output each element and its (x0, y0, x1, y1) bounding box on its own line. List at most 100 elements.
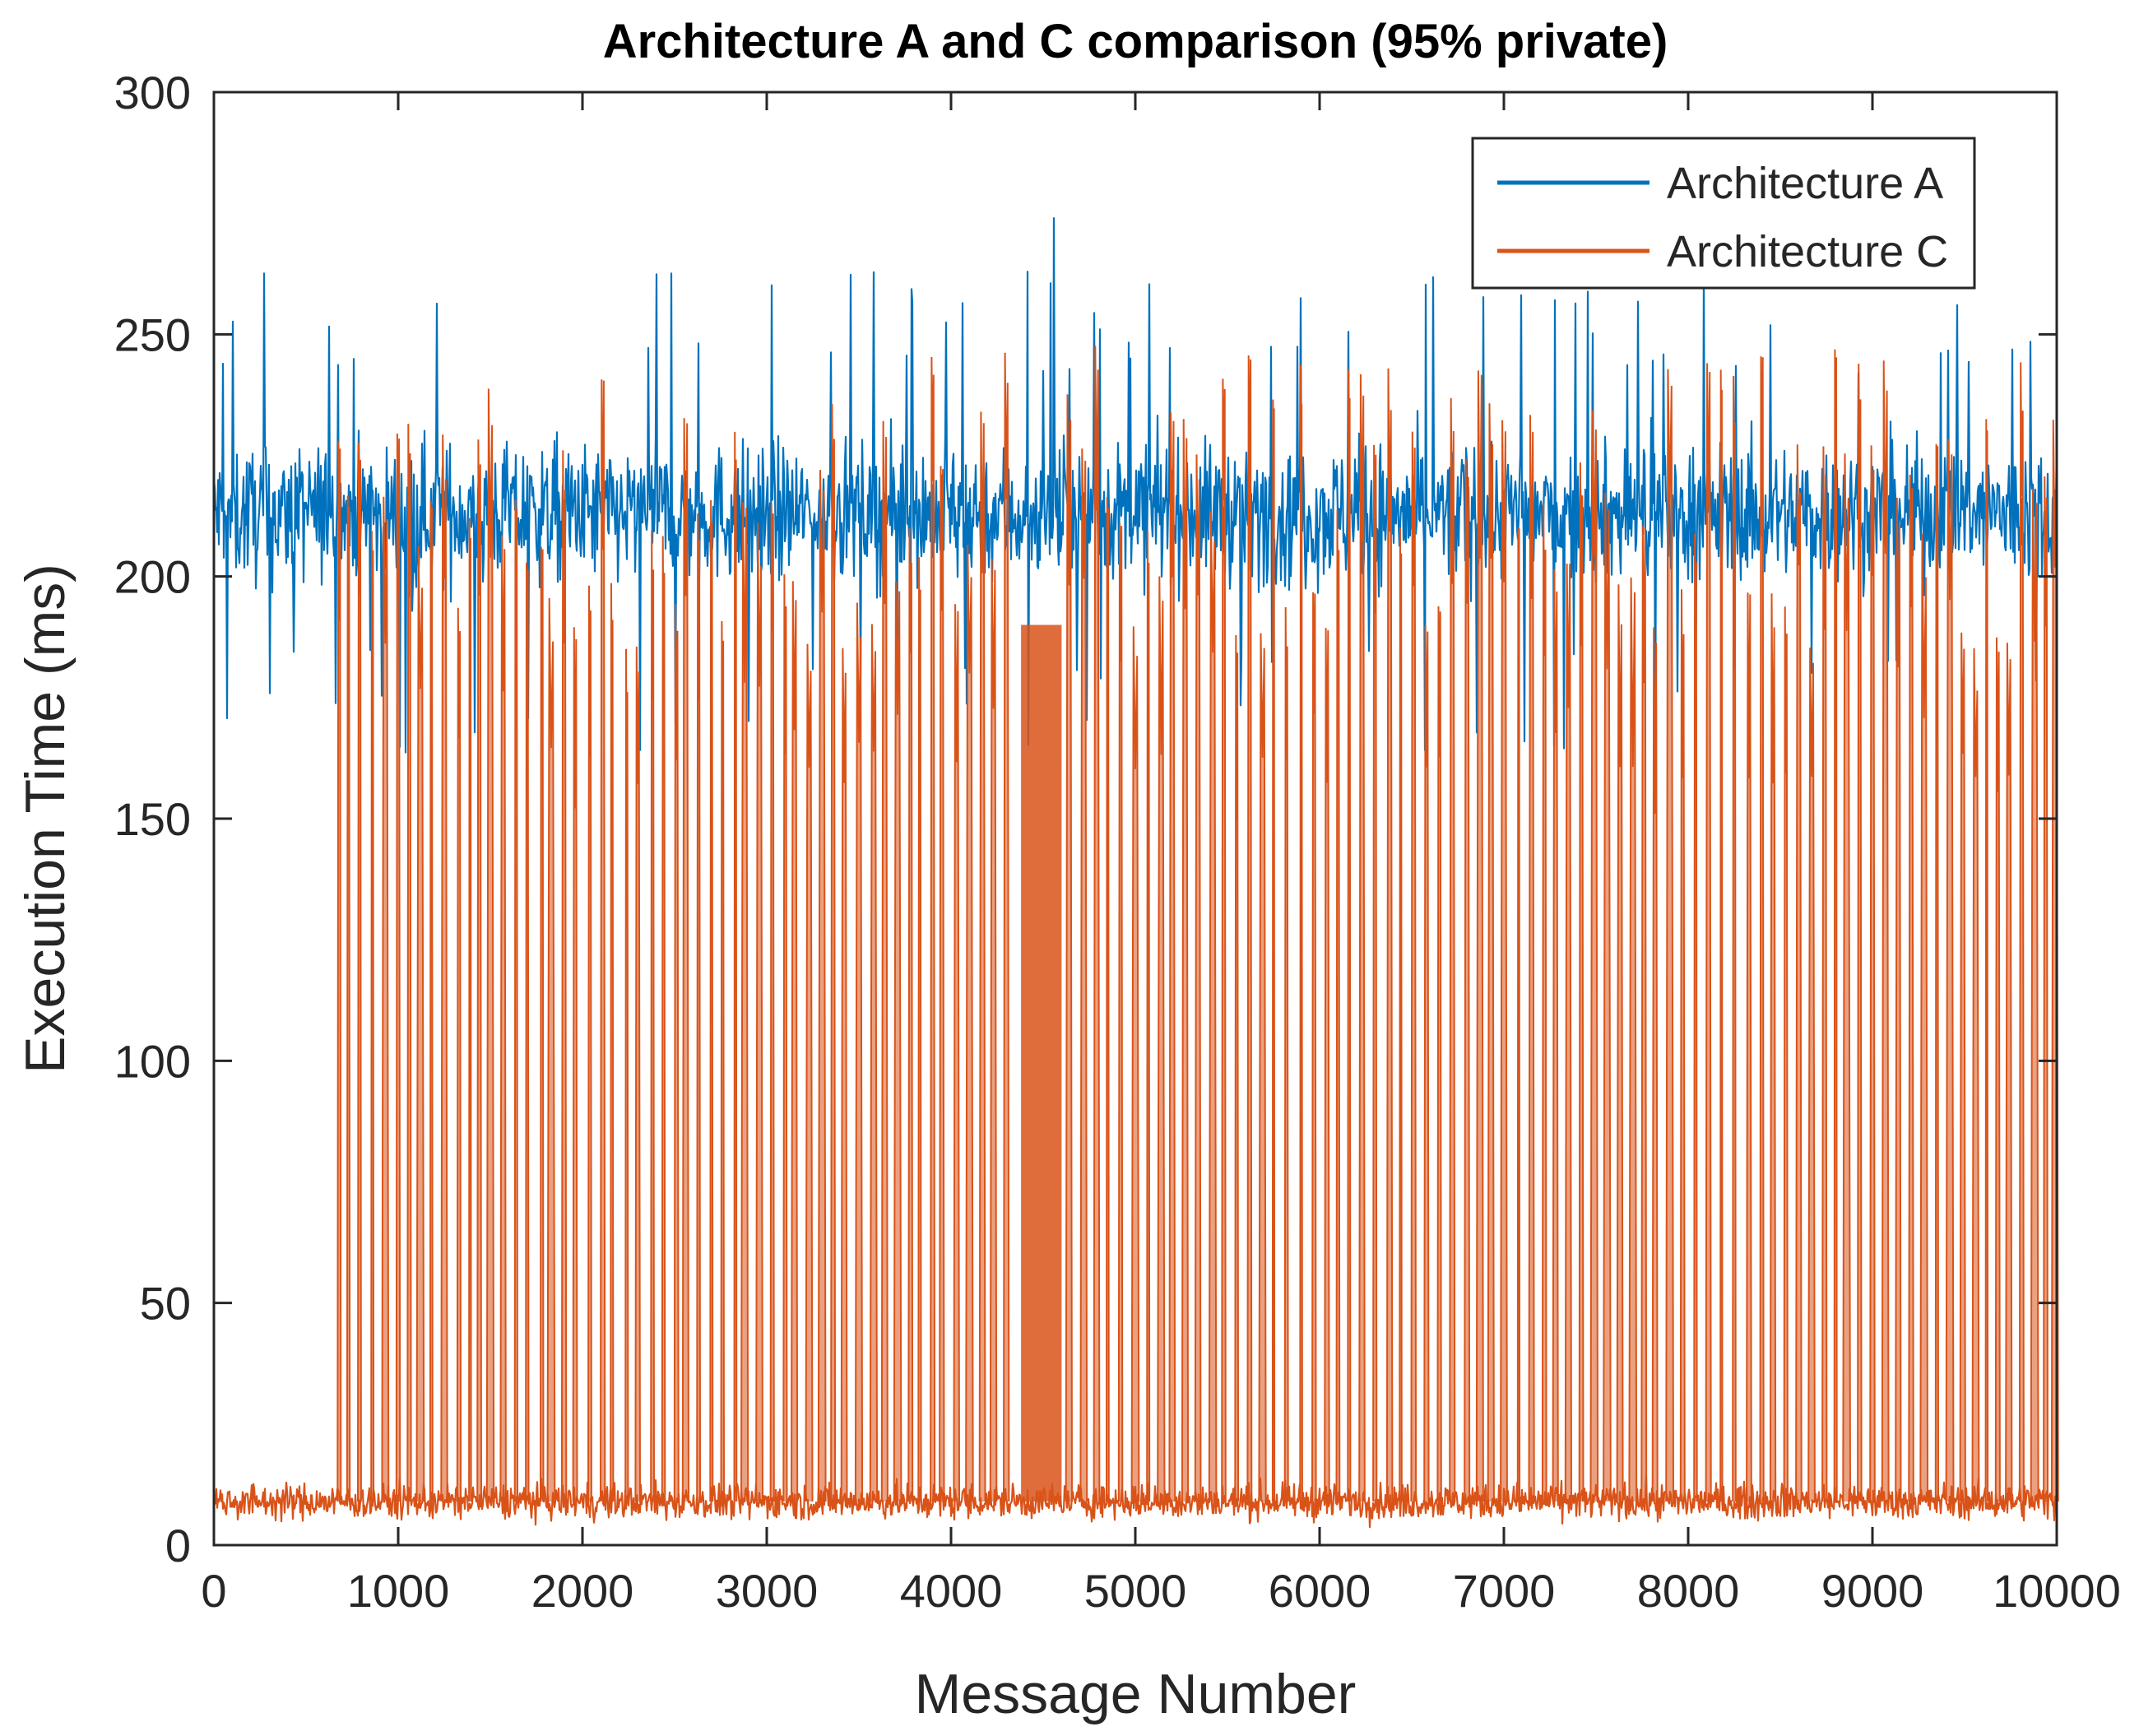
spike-architecture-c (2018, 362, 2025, 1502)
spike-architecture-c (440, 434, 448, 1502)
spike-architecture-c (930, 356, 936, 1502)
spike-architecture-c (1934, 443, 1939, 1502)
x-tick-label: 10000 (1993, 1565, 2121, 1617)
spike-architecture-c (336, 440, 342, 1502)
spike-architecture-c (791, 581, 799, 1502)
legend-box (1471, 137, 1976, 290)
spike-architecture-c (939, 466, 945, 1502)
spike-architecture-c (1146, 531, 1151, 1502)
spike-architecture-c (1945, 439, 1955, 1502)
spike-architecture-c (2005, 643, 2013, 1502)
y-tick-label: 200 (114, 551, 191, 603)
x-tick-label: 2000 (531, 1565, 634, 1617)
x-tick-labels: 0 1000 2000 3000 4000 5000 6000 7000 8000 9000 100… (201, 1565, 2120, 1617)
spike-architecture-c (1869, 445, 1876, 1502)
spike-architecture-c (782, 573, 788, 1502)
spike-architecture-c (600, 379, 606, 1502)
x-tick-label: 0 (201, 1565, 226, 1617)
spike-architecture-c (661, 536, 666, 1502)
spike-architecture-c (346, 495, 351, 1502)
dense-spike-region-architecture-c (1021, 624, 1062, 1502)
legend-label-architecture-c: Architecture C (1667, 227, 1948, 276)
x-tick-label: 6000 (1269, 1565, 1371, 1617)
spike-architecture-c (1541, 502, 1547, 1502)
y-tick-label: 250 (114, 309, 191, 360)
spike-architecture-c (476, 439, 482, 1502)
spike-architecture-c (1234, 634, 1240, 1502)
spike-architecture-c (1093, 346, 1101, 1502)
spike-architecture-c (1842, 453, 1851, 1502)
spike-architecture-c (1065, 394, 1073, 1502)
spike-architecture-c (1246, 355, 1253, 1502)
spike-architecture-c (1117, 522, 1124, 1502)
y-tick-label: 50 (140, 1278, 191, 1330)
spike-architecture-c (1919, 533, 1929, 1502)
spike-architecture-c (1603, 492, 1612, 1502)
spike-architecture-c (1857, 364, 1863, 1502)
spike-architecture-c (1528, 415, 1535, 1502)
spike-architecture-c (978, 411, 986, 1502)
spike-architecture-c (1589, 410, 1599, 1502)
spike-architecture-c (1500, 420, 1508, 1502)
spike-architecture-c (673, 604, 680, 1502)
spike-architecture-c (1487, 403, 1495, 1502)
plot-area (212, 92, 2059, 1545)
x-tick-label: 3000 (716, 1565, 819, 1617)
spike-architecture-c (1651, 627, 1659, 1502)
y-tick-label: 150 (114, 793, 191, 845)
spike-architecture-c (1807, 648, 1816, 1502)
x-tick-label: 5000 (1084, 1565, 1187, 1617)
chart-title: Architecture A and C comparison (95% pri… (603, 15, 1668, 68)
spike-architecture-c (1311, 592, 1317, 1502)
spike-architecture-c (709, 499, 714, 1502)
spike-architecture-c (1971, 648, 1980, 1502)
spike-architecture-c (769, 503, 775, 1502)
spike-architecture-c (1705, 363, 1712, 1502)
spike-architecture-c (1130, 626, 1140, 1502)
spike-architecture-c (381, 496, 390, 1502)
spike-architecture-c (406, 423, 412, 1502)
spike-architecture-c (560, 450, 568, 1502)
y-tick-label: 100 (114, 1035, 191, 1087)
spike-architecture-c (1895, 497, 1902, 1502)
spike-architecture-c (1358, 374, 1366, 1502)
spike-architecture-c (733, 431, 738, 1502)
spike-architecture-c (1271, 399, 1276, 1502)
spike-architecture-c (429, 501, 434, 1502)
spike-architecture-c (2030, 489, 2039, 1502)
spike-architecture-c (1821, 446, 1828, 1502)
spike-architecture-c (1732, 375, 1737, 1502)
spike-architecture-c (1628, 577, 1638, 1502)
spike-architecture-c (1516, 528, 1521, 1502)
y-axis-label: Execution Time (ms) (14, 564, 77, 1074)
spike-architecture-c (869, 624, 879, 1502)
spike-architecture-c (1399, 527, 1403, 1502)
spike-architecture-c (1410, 431, 1417, 1502)
spike-architecture-c (917, 557, 922, 1502)
spike-architecture-c (1795, 444, 1803, 1502)
spike-architecture-c (1436, 606, 1442, 1502)
spike-architecture-c (880, 420, 889, 1502)
x-tick-label: 9000 (1821, 1565, 1924, 1617)
spike-architecture-c (1564, 563, 1572, 1502)
spike-architecture-c (572, 627, 578, 1502)
y-tick-label: 300 (114, 67, 191, 118)
spike-architecture-c (1665, 369, 1674, 1502)
x-tick-label: 4000 (900, 1565, 1003, 1617)
series-architecture-c (212, 346, 2059, 1529)
spike-architecture-c (1759, 356, 1765, 1502)
x-tick-label: 8000 (1637, 1565, 1740, 1617)
spike-architecture-c (1168, 412, 1176, 1502)
spike-architecture-c (415, 545, 425, 1502)
spike-architecture-c (485, 388, 495, 1502)
series-line-architecture-a (212, 217, 2058, 754)
spike-architecture-c (1746, 592, 1752, 1502)
spike-architecture-c (989, 559, 998, 1502)
spike-architecture-c (1833, 349, 1838, 1502)
spike-architecture-c (805, 643, 814, 1502)
spike-architecture-c (395, 433, 401, 1502)
x-tick-label: 7000 (1453, 1565, 1556, 1617)
spike-architecture-c (720, 620, 725, 1502)
spike-architecture-c (1194, 454, 1202, 1502)
